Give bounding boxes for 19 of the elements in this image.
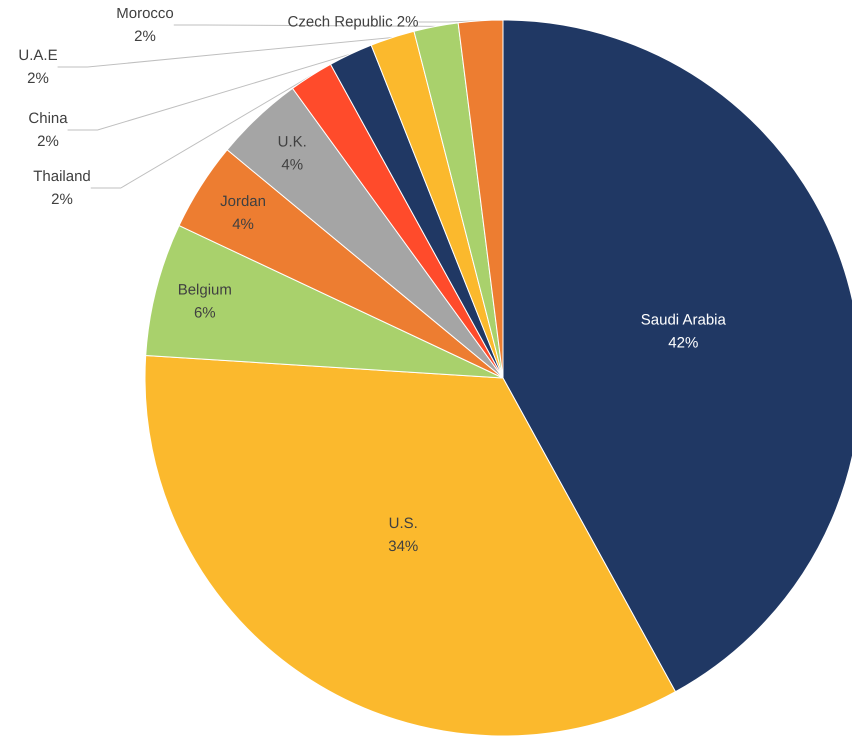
slice-label: U.K. [278,134,307,151]
data-label: 42% [668,334,698,352]
data-label: 6% [194,304,216,322]
data-label: 4% [232,216,254,234]
slice-label: Saudi Arabia [640,312,726,329]
slice-label: Jordan [220,193,266,210]
slice-label: U.A.E [18,47,58,64]
data-label: 2% [27,70,49,87]
slice-label: China [28,110,68,127]
data-label: 4% [281,156,304,174]
data-label: 2% [51,191,73,208]
data-label: 2% [134,28,156,45]
slice-label: U.S. [388,515,418,532]
slice-label: Belgium [178,281,232,298]
slice-label: Morocco [116,5,174,22]
slice-label: Czech Republic 2% [288,14,418,30]
slice-label: Thailand [33,168,91,185]
data-label: 2% [37,133,59,150]
data-label: 34% [388,538,418,556]
